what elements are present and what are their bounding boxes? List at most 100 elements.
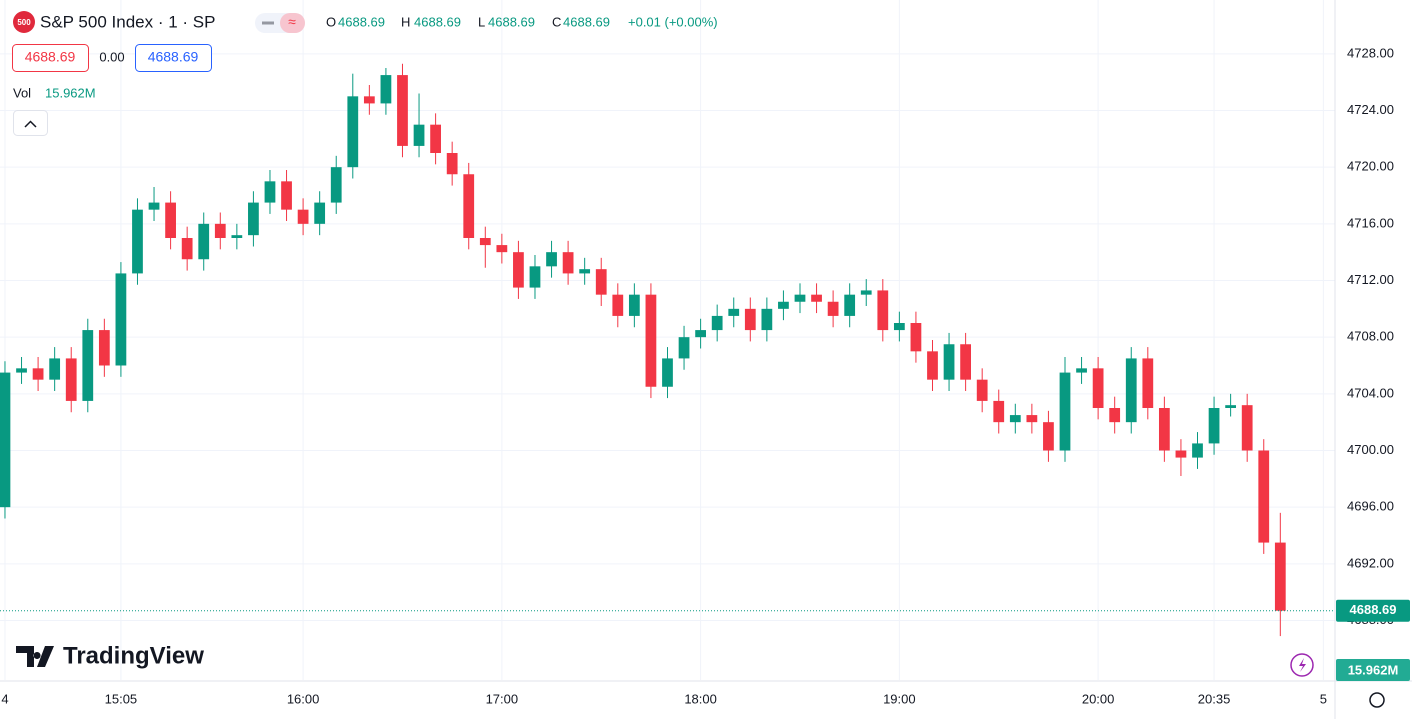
- candle-body: [744, 308, 756, 331]
- candle-body: [1192, 443, 1203, 458]
- candle-body: [32, 368, 44, 380]
- candle-body: [1208, 408, 1220, 444]
- candle-body: [678, 337, 690, 359]
- candle-body: [943, 344, 955, 380]
- y-tick-label: 4728.00: [1347, 45, 1394, 60]
- settings-icon[interactable]: [1369, 692, 1385, 708]
- candle-body: [98, 330, 110, 366]
- x-tick-label: 20:35: [1198, 691, 1231, 706]
- candle-body: [1142, 358, 1154, 408]
- candle-body: [463, 174, 475, 238]
- buy-box[interactable]: [135, 44, 212, 72]
- candle-body: [430, 124, 441, 153]
- candle-body: [49, 358, 61, 380]
- volume-tag-text: 15.962M: [1348, 662, 1399, 677]
- volume-tag: [1336, 659, 1410, 681]
- candle-body: [976, 379, 988, 401]
- candle-body: [612, 294, 624, 316]
- candle-body: [65, 358, 77, 401]
- candle-body: [993, 400, 1005, 423]
- candle-body: [1241, 405, 1253, 451]
- candle-body: [761, 308, 773, 331]
- x-tick-label: 19:00: [883, 691, 916, 706]
- candle-body: [1043, 422, 1054, 451]
- candle-body: [148, 202, 160, 210]
- candle-body: [214, 223, 226, 238]
- vol-label: Vol: [13, 85, 31, 100]
- candle-body: [363, 96, 375, 104]
- last-price-text: 4688.69: [1350, 602, 1397, 617]
- candle-body: [1076, 368, 1087, 373]
- candle-body: [281, 181, 292, 210]
- y-tick-label: 4724.00: [1347, 102, 1394, 117]
- toggle-active[interactable]: [280, 13, 305, 33]
- l-label: L: [478, 14, 485, 29]
- candle-body: [165, 202, 176, 238]
- candle-body: [827, 301, 839, 316]
- candle-body: [330, 167, 342, 203]
- badge-text: 500: [17, 18, 31, 27]
- open-value: 4688.69: [338, 14, 385, 29]
- candle-body: [728, 308, 740, 316]
- candle-body: [1258, 450, 1270, 543]
- x-tick-label: 20:00: [1082, 691, 1115, 706]
- y-tick-label: 4712.00: [1347, 272, 1394, 287]
- y-tick-label: 4716.00: [1347, 215, 1394, 230]
- candle-body: [645, 294, 657, 387]
- candle-body: [546, 252, 557, 267]
- event-icon-glyph: [1299, 658, 1306, 672]
- change: +0.01 (+0.00%): [628, 14, 718, 29]
- collapse-button[interactable]: [13, 110, 48, 136]
- candle-body: [347, 96, 359, 168]
- candle-body: [264, 181, 276, 203]
- candle-body: [529, 266, 541, 288]
- candle-body: [446, 153, 458, 175]
- candle-body: [562, 252, 574, 274]
- candle-body: [132, 209, 143, 274]
- candle-body: [1092, 368, 1104, 408]
- symbol-title[interactable]: S&P 500 Index · 1 · SP: [40, 12, 215, 31]
- candle-body: [380, 75, 392, 104]
- candle-body: [1059, 372, 1071, 451]
- candle-body: [1009, 415, 1021, 423]
- x-tick-label: 15:05: [105, 691, 138, 706]
- candle-body: [579, 269, 591, 274]
- x-tick-label: 4: [1, 691, 8, 706]
- y-tick-label: 4700.00: [1347, 442, 1394, 457]
- sell-box[interactable]: [12, 44, 89, 72]
- vol-value: 15.962M: [45, 85, 96, 100]
- candle-body: [662, 358, 673, 387]
- x-tick-label: 17:00: [486, 691, 519, 706]
- watermark: TradingView: [63, 642, 204, 669]
- candle-body: [1125, 358, 1137, 423]
- candle-body: [811, 294, 822, 302]
- bid: 4688.69: [25, 49, 76, 65]
- candle-body: [198, 223, 210, 260]
- candle-body: [794, 294, 806, 302]
- h-label: H: [401, 14, 410, 29]
- logo-mark: [16, 646, 54, 667]
- candle-body: [397, 75, 408, 146]
- y-tick-label: 4696.00: [1347, 499, 1394, 514]
- spread: 0.00: [99, 49, 124, 64]
- candle-body: [1225, 405, 1237, 408]
- symbol-badge[interactable]: [13, 11, 35, 33]
- collapse-icon: [24, 120, 37, 128]
- candle-body: [910, 323, 922, 352]
- ask: 4688.69: [148, 49, 199, 65]
- y-tick-label: 4704.00: [1347, 385, 1394, 400]
- candle-body: [893, 323, 905, 331]
- candle-body: [877, 290, 889, 331]
- candle-body: [960, 344, 971, 380]
- candle-body: [1158, 408, 1170, 451]
- candle-body: [181, 238, 193, 260]
- c-label: C: [552, 14, 561, 29]
- candle-body: [0, 372, 11, 508]
- candle-body: [1175, 450, 1187, 458]
- candle-body: [778, 301, 789, 309]
- candle-body: [1274, 542, 1286, 611]
- low-value: 4688.69: [488, 14, 535, 29]
